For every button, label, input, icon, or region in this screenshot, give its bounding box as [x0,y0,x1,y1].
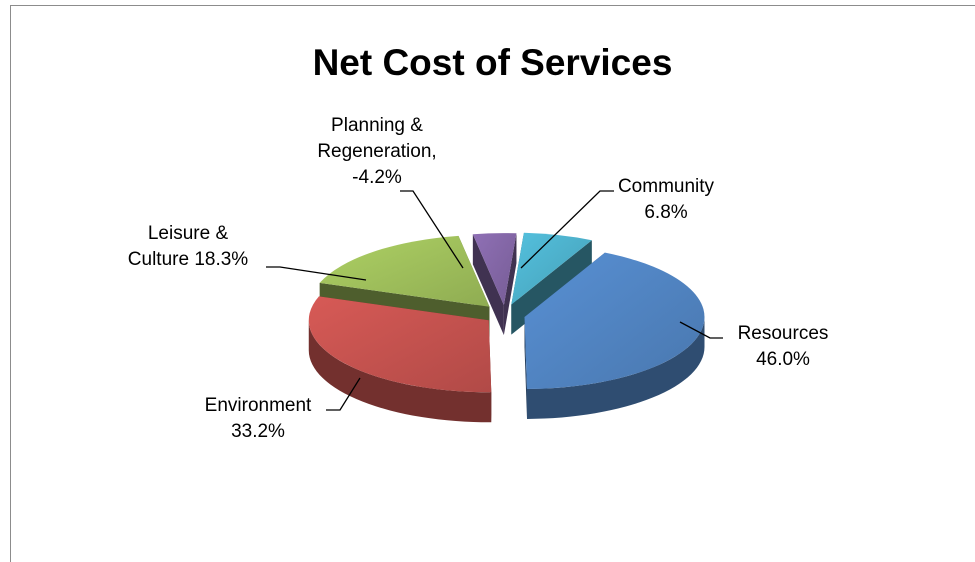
data-label-environment: Environment 33.2% [205,395,312,442]
data-label-planning-regeneration: Planning & Regeneration, -4.2% [317,115,436,188]
leader-line-community [520,190,614,269]
pie-slice-planning-regeneration [472,233,517,336]
pie-slice-community [511,232,592,335]
leader-line-leisure-culture [266,266,367,281]
data-label-community: Community 6.8% [618,176,715,223]
leader-line-resources [679,321,723,339]
chart-title: Net Cost of Services [312,42,673,83]
data-label-resources: Resources 46.0% [738,323,829,370]
chart-area [10,5,975,562]
data-label-leisure-culture: Leisure & Culture 18.3% [128,223,249,270]
pie-slice-resources [524,252,705,420]
pie-slice-environment [308,296,492,423]
leader-line-environment [326,377,361,411]
leader-line-planning-regeneration [400,190,464,269]
